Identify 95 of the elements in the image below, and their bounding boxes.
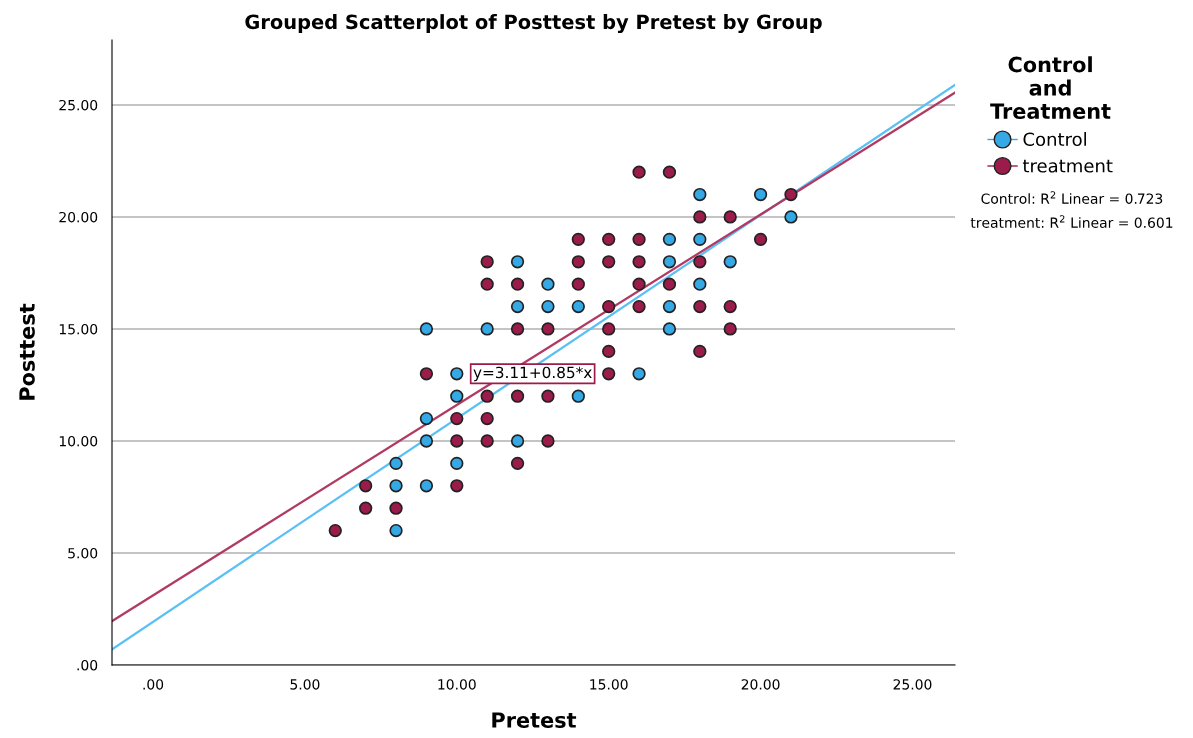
x-tick-label: 10.00 <box>438 679 476 690</box>
point <box>784 187 798 202</box>
annotation: y=3.11+0.85*x <box>473 366 592 382</box>
point <box>723 210 737 224</box>
point <box>632 367 646 381</box>
point <box>450 479 464 493</box>
point <box>541 434 555 448</box>
point <box>389 523 403 538</box>
point <box>571 255 585 269</box>
point <box>693 299 707 314</box>
point <box>632 165 646 179</box>
point <box>480 255 494 269</box>
point <box>510 434 525 448</box>
x-axis-title: Pretest <box>492 712 577 728</box>
point <box>510 456 525 471</box>
point <box>419 479 434 493</box>
point <box>662 165 677 179</box>
x-tick-label: .00 <box>143 679 164 690</box>
point <box>510 322 525 336</box>
text: treatment: R$^{2}$ Linear = 0.601 <box>970 215 1173 228</box>
point <box>510 299 525 314</box>
legend-title: Control and Treatment <box>990 56 1111 120</box>
point <box>602 322 616 336</box>
point <box>480 322 494 336</box>
y-axis-title: Posttest <box>19 303 35 400</box>
point <box>450 389 464 403</box>
y-tick-label: .00 <box>77 659 98 671</box>
point <box>602 232 616 247</box>
point <box>693 232 707 247</box>
point <box>419 434 434 448</box>
point <box>510 389 525 403</box>
point <box>632 232 646 247</box>
point <box>723 299 737 314</box>
point <box>753 232 768 247</box>
point <box>693 210 707 224</box>
point <box>571 277 585 291</box>
point <box>419 367 434 381</box>
point <box>389 501 403 515</box>
point <box>571 232 585 247</box>
point <box>359 479 373 493</box>
point <box>693 187 707 202</box>
point <box>602 255 616 269</box>
point <box>662 322 677 336</box>
point <box>723 255 737 269</box>
point <box>723 322 737 336</box>
point <box>571 299 585 314</box>
point <box>753 187 768 202</box>
point <box>541 277 555 291</box>
legend-label: Control <box>1023 132 1086 147</box>
y-tick-label: 20.00 <box>59 211 98 223</box>
point <box>389 456 403 471</box>
point <box>602 344 616 359</box>
point <box>693 344 707 359</box>
point <box>662 299 677 314</box>
point <box>662 232 677 247</box>
x-tick-label: 5.00 <box>290 679 320 690</box>
y-tick-label: 15.00 <box>59 323 98 335</box>
point <box>510 255 525 269</box>
point <box>662 255 677 269</box>
point <box>450 434 464 448</box>
point <box>571 389 585 403</box>
x-tick-label: 15.00 <box>590 679 628 690</box>
point <box>693 255 707 269</box>
legend-label: treatment <box>1022 159 1113 173</box>
x-tick-label: 25.00 <box>893 679 932 690</box>
point <box>510 277 525 291</box>
point <box>450 456 464 471</box>
point <box>693 277 707 291</box>
text: Control: R$^{2}$ Linear = 0.723 <box>981 191 1163 204</box>
point <box>480 411 494 426</box>
chart-title: Grouped Scatterplot of Posttest by Pretest by Group <box>245 14 822 34</box>
point <box>328 523 342 538</box>
point <box>480 277 494 291</box>
point <box>450 411 464 426</box>
y-tick-label: 25.00 <box>59 99 98 111</box>
point <box>602 367 616 381</box>
point <box>480 434 494 448</box>
point <box>419 411 434 426</box>
point <box>359 501 373 515</box>
point <box>419 322 434 336</box>
point <box>632 299 646 314</box>
point <box>784 210 798 224</box>
point <box>480 389 494 403</box>
y-tick-label: 5.00 <box>68 547 98 559</box>
point <box>450 367 464 381</box>
point <box>541 389 555 403</box>
point <box>389 479 403 493</box>
point <box>632 255 646 269</box>
point <box>632 277 646 291</box>
point <box>662 277 677 291</box>
y-tick-label: 10.00 <box>59 435 98 447</box>
point <box>541 299 555 314</box>
point <box>602 299 616 314</box>
point <box>541 322 555 336</box>
x-tick-label: 20.00 <box>741 679 780 690</box>
